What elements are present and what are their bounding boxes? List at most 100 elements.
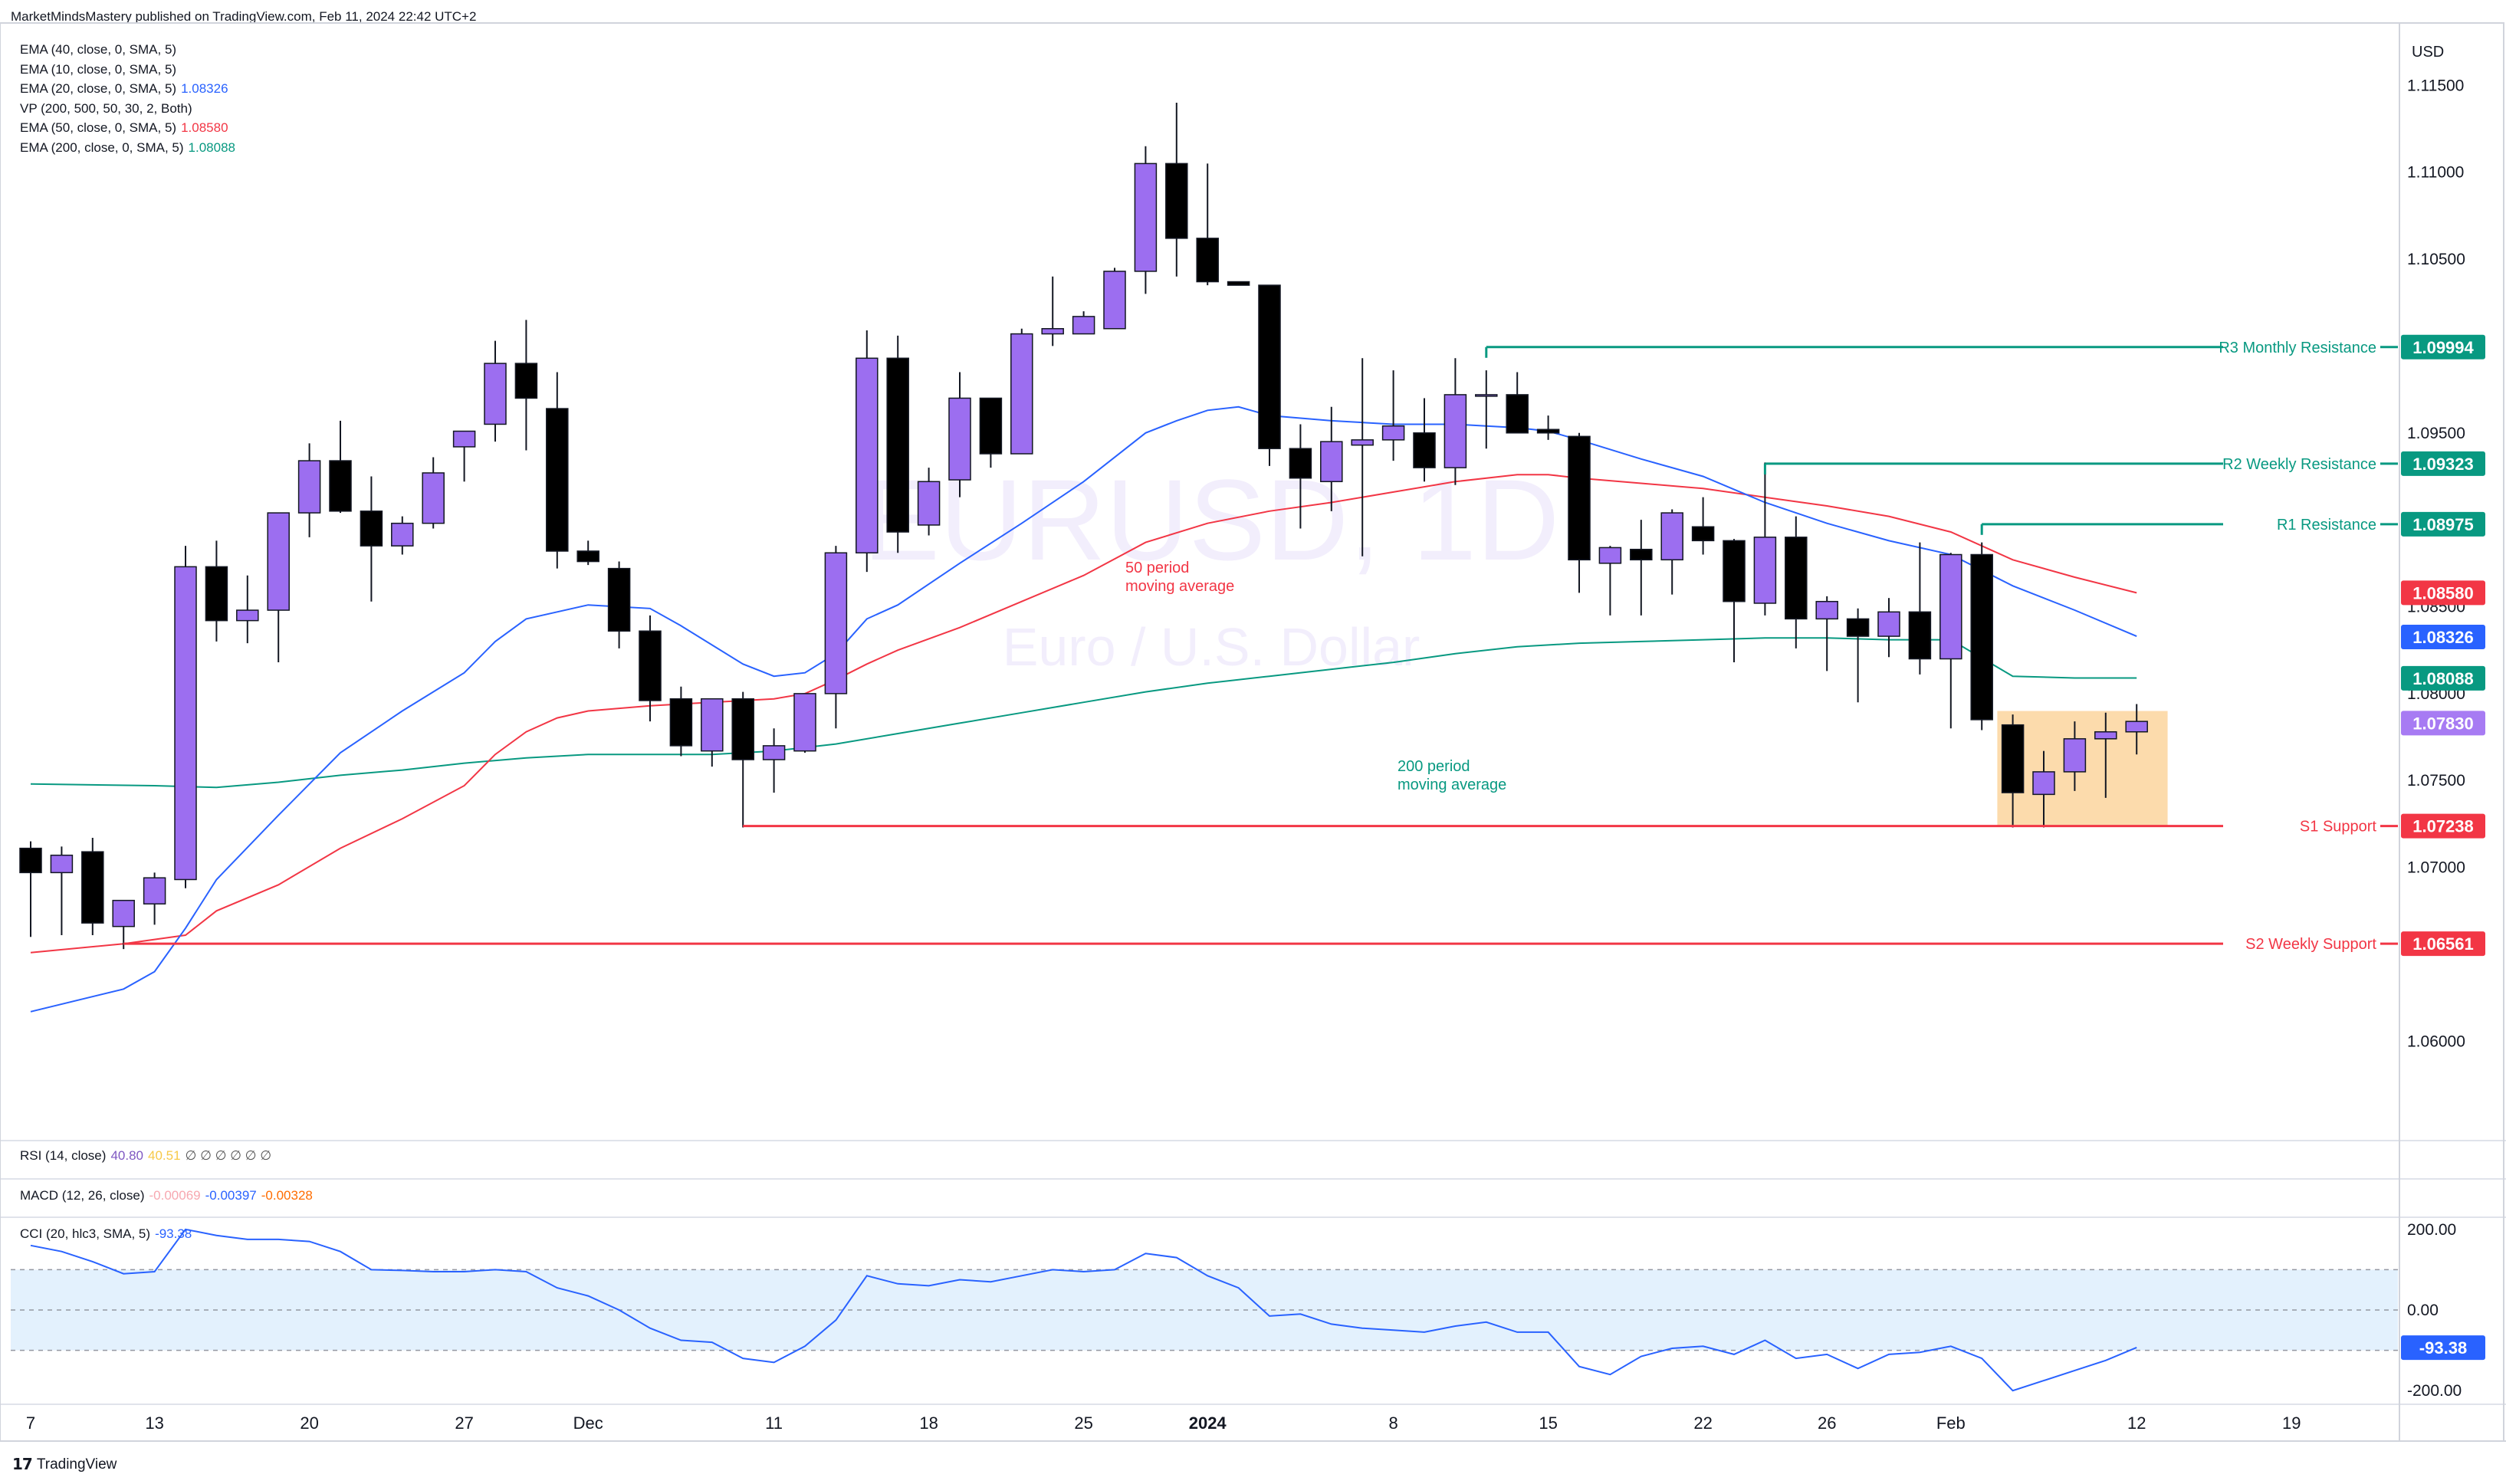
bear-candle <box>1723 540 1746 602</box>
bear-candle <box>731 698 754 760</box>
bull-candle <box>422 472 445 524</box>
x-tick-label: 2024 <box>1189 1413 1227 1433</box>
y-tick-label: 1.09500 <box>2407 425 2465 442</box>
bear-candle <box>1196 238 1219 283</box>
x-tick-label: 22 <box>1693 1413 1712 1433</box>
x-tick-label: 8 <box>1388 1413 1398 1433</box>
x-tick-label: 18 <box>919 1413 938 1433</box>
bull-candle <box>452 430 476 448</box>
bull-candle <box>1475 394 1498 397</box>
bull-candle <box>793 693 816 752</box>
bull-candle <box>484 363 507 425</box>
macd-label[interactable]: MACD (12, 26, close) -0.00069 -0.00397 -0.0… <box>20 1188 313 1203</box>
bear-candle <box>1691 526 1715 542</box>
cci-line <box>30 1228 2137 1392</box>
ma-price-tag <box>2401 665 2485 691</box>
bear-candle <box>1630 548 1653 561</box>
bull-candle <box>174 566 197 881</box>
bear-candle <box>205 566 228 622</box>
level-price-tag <box>2401 813 2485 839</box>
chart-frame <box>0 22 2504 1442</box>
legend-ema40: EMA (40, close, 0, SMA, 5) <box>20 42 177 57</box>
bull-candle <box>1010 333 1033 455</box>
bear-candle <box>329 460 352 512</box>
bull-candle <box>2125 721 2148 733</box>
bull-candle <box>1660 512 1683 561</box>
cci-label[interactable]: CCI (20, hlc3, SMA, 5) -93.38 <box>20 1226 192 1241</box>
bull-candle <box>1939 553 1962 660</box>
bull-candle <box>2063 738 2087 773</box>
bear-candle <box>669 698 693 747</box>
level-price-value: 1.07238 <box>2412 817 2474 836</box>
support-label: S2 Weekly Support <box>2245 936 2376 953</box>
bear-candle <box>1289 448 1312 479</box>
x-tick-label: Dec <box>573 1413 603 1433</box>
level-price-value: 1.09994 <box>2412 338 2474 357</box>
ma50-annotation-line2: moving average <box>1125 578 1234 595</box>
bear-candle <box>1165 163 1188 239</box>
resistance-label: R2 Weekly Resistance <box>2222 456 2376 473</box>
bull-candle <box>856 357 879 553</box>
bear-candle <box>1413 432 1436 468</box>
level-price-value: 1.06561 <box>2412 934 2474 954</box>
bull-candle <box>143 877 166 905</box>
legend-ema200: EMA (200, close, 0, SMA, 5) 1.08088 <box>20 140 235 155</box>
ma-price-value: 1.08580 <box>2412 583 2474 602</box>
cci-tick-label: 200.00 <box>2407 1221 2456 1239</box>
bull-candle <box>1103 271 1126 330</box>
cci-tick-label: 0.00 <box>2407 1302 2439 1319</box>
y-tick-label: 1.06000 <box>2407 1033 2465 1050</box>
y-tick-label: 1.10500 <box>2407 251 2465 268</box>
watermark-symbol: EURUSD, 1D <box>863 455 1560 584</box>
x-tick-label: 15 <box>1539 1413 1557 1433</box>
ma200-annotation-line2: moving average <box>1398 776 1506 793</box>
level-price-value: 1.09323 <box>2412 455 2474 474</box>
bear-candle <box>19 847 42 874</box>
bull-candle <box>1753 537 1777 604</box>
ma-price-value: 1.08088 <box>2412 669 2474 688</box>
bear-candle <box>576 550 599 563</box>
bull-candle <box>1351 439 1374 446</box>
bear-candle <box>2001 724 2025 793</box>
tradingview-brand[interactable]: 𝟭𝟳 TradingView <box>12 1456 117 1474</box>
ma-price-tag <box>2401 624 2485 649</box>
publish-header: MarketMindsMastery published on TradingV… <box>11 9 477 24</box>
x-tick-label: 20 <box>300 1413 318 1433</box>
bull-candle <box>2094 731 2117 740</box>
x-tick-label: 25 <box>1074 1413 1092 1433</box>
ma-price-value: 1.08326 <box>2412 628 2474 647</box>
level-price-tag <box>2401 931 2485 957</box>
x-tick-label: Feb <box>1936 1413 1966 1433</box>
bear-candle <box>1970 553 1993 721</box>
y-tick-label: 1.11000 <box>2407 164 2464 182</box>
bull-candle <box>1320 441 1343 483</box>
indicator-legend: EMA (40, close, 0, SMA, 5) EMA (10, clos… <box>20 40 235 158</box>
bear-candle <box>546 408 569 552</box>
y-tick-label: 1.11500 <box>2407 77 2464 94</box>
cci-tick-label: -200.00 <box>2407 1382 2462 1400</box>
tradingview-logo-icon: 𝟭𝟳 <box>12 1456 33 1473</box>
bull-candle <box>1134 163 1158 272</box>
bull-candle <box>824 552 848 694</box>
cci-value: -93.38 <box>2419 1338 2467 1358</box>
bull-candle <box>701 698 724 752</box>
bear-candle <box>1908 611 1932 660</box>
bear-candle <box>1506 394 1529 434</box>
bull-candle <box>2032 771 2055 796</box>
resistance-label: R3 Monthly Resistance <box>2219 340 2376 356</box>
bull-candle <box>236 609 259 622</box>
bull-candle <box>762 745 786 760</box>
bear-candle <box>1785 537 1808 620</box>
legend-vp: VP (200, 500, 50, 30, 2, Both) <box>20 100 192 116</box>
legend-ema50: EMA (50, close, 0, SMA, 5) 1.08580 <box>20 120 228 136</box>
legend-ema10: EMA (10, close, 0, SMA, 5) <box>20 61 177 77</box>
bear-candle <box>360 511 383 547</box>
bear-candle <box>1227 281 1250 286</box>
bull-candle <box>267 512 290 611</box>
cci-band <box>11 1269 2398 1351</box>
x-tick-label: 12 <box>2127 1413 2146 1433</box>
rsi-label[interactable]: RSI (14, close) 40.80 40.51 ∅ ∅ ∅ ∅ ∅ ∅ <box>20 1148 271 1163</box>
ma-price-tag <box>2401 711 2485 736</box>
ma50-annotation-line1: 50 period <box>1125 560 1189 576</box>
